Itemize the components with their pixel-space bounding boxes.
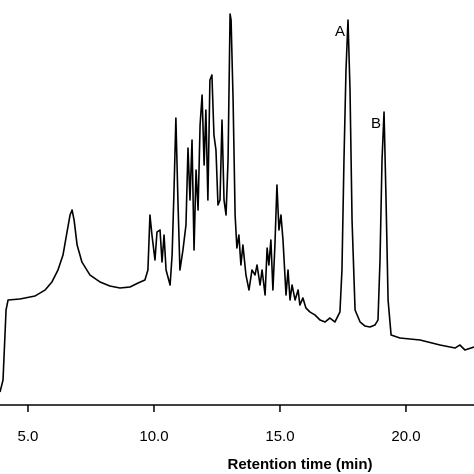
x-tick-label: 5.0 <box>18 428 39 445</box>
signal-line <box>0 13 474 393</box>
x-axis-label: Retention time (min) <box>228 456 373 473</box>
peak-label: A <box>335 23 345 40</box>
peak-label: B <box>371 115 381 132</box>
x-tick-label: 15.0 <box>265 428 294 445</box>
x-tick-label: 20.0 <box>391 428 420 445</box>
x-tick-label: 10.0 <box>139 428 168 445</box>
